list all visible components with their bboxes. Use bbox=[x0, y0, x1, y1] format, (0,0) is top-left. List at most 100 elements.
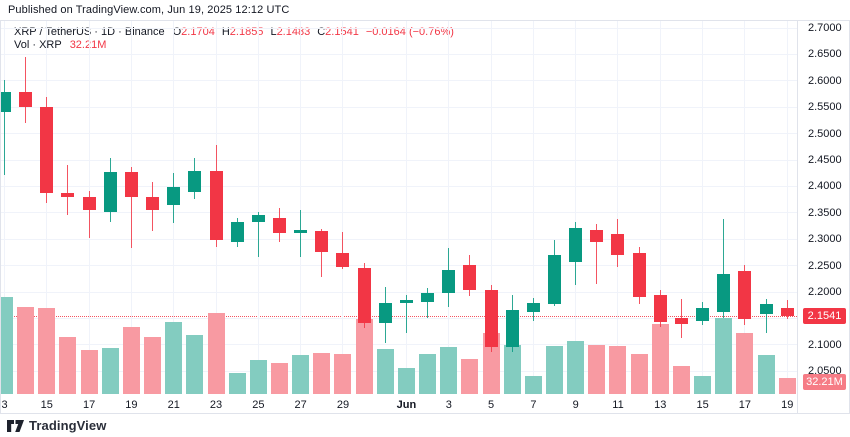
date-tick-label: 17 bbox=[82, 399, 96, 411]
volume-bar bbox=[715, 318, 733, 394]
time-gridline bbox=[491, 21, 492, 394]
price-axis[interactable]: 2.1541 32.21M 2.7000 2.6500 2.6000 2.5500 2.… bbox=[797, 21, 849, 413]
price-tick-label: 2.0500 bbox=[808, 365, 842, 378]
price-tick-label: 2.4500 bbox=[808, 154, 842, 166]
volume-bar bbox=[757, 355, 775, 394]
last-price-line bbox=[1, 316, 797, 318]
candle-wick bbox=[25, 56, 27, 124]
price-tick-label: 2.7000 bbox=[808, 22, 842, 34]
time-gridline bbox=[702, 21, 703, 394]
date-tick-label: 9 bbox=[572, 399, 579, 411]
volume-value: 32.21M bbox=[70, 39, 107, 51]
change-value: −0.0164 (−0.76%) bbox=[365, 26, 454, 38]
plot-area[interactable]: XRP / TetherUS · 1D · Binance O2.1704 H2… bbox=[1, 21, 797, 413]
volume-bar bbox=[419, 354, 437, 394]
price-tick-label: 2.2500 bbox=[808, 259, 842, 272]
volume-bar bbox=[376, 349, 394, 394]
candle-body bbox=[780, 307, 794, 317]
time-axis[interactable]: 3 15 17 19 21 23 25 27 29 Jun 3 5 7 9 11 13 15 17 19 bbox=[1, 394, 797, 413]
candle-body bbox=[505, 310, 519, 348]
candle-body bbox=[717, 273, 731, 313]
volume-bar bbox=[165, 322, 183, 394]
price-gridline bbox=[1, 186, 797, 187]
time-gridline bbox=[533, 21, 534, 394]
candle-body bbox=[738, 271, 752, 320]
volume-bar bbox=[292, 355, 310, 394]
candle-body bbox=[378, 302, 392, 324]
candle-wick bbox=[130, 167, 132, 249]
volume-bar bbox=[355, 319, 373, 394]
date-tick-label: 5 bbox=[488, 399, 495, 411]
price-tick-label: 2.4000 bbox=[808, 180, 842, 193]
tradingview-attribution[interactable]: TradingView bbox=[7, 418, 106, 433]
volume-bar bbox=[503, 345, 521, 394]
volume-badge: 32.21M bbox=[803, 374, 846, 390]
candle-body bbox=[1, 92, 11, 113]
time-gridline bbox=[575, 21, 576, 394]
candle-body bbox=[569, 227, 583, 263]
volume-bar bbox=[228, 373, 246, 394]
candle-body bbox=[442, 270, 456, 293]
candle-body bbox=[653, 295, 667, 323]
time-gridline bbox=[4, 21, 5, 394]
candle-body bbox=[357, 268, 371, 324]
candle-body bbox=[759, 304, 773, 315]
price-tick-label: 2.3500 bbox=[808, 206, 842, 219]
tradingview-logo-icon bbox=[7, 419, 24, 432]
volume-bar bbox=[461, 359, 479, 394]
candle-body bbox=[484, 290, 498, 348]
price-gridline bbox=[1, 28, 797, 29]
volume-bar bbox=[1, 297, 13, 394]
candle-body bbox=[19, 92, 33, 108]
volume-bar bbox=[651, 324, 669, 394]
price-tick-label: 2.5500 bbox=[808, 101, 842, 114]
time-gridline bbox=[46, 21, 47, 394]
price-gridline bbox=[1, 133, 797, 134]
volume-bar bbox=[609, 346, 627, 394]
candle-wick bbox=[596, 224, 598, 285]
candle-body bbox=[40, 107, 54, 194]
date-tick-label: 19 bbox=[125, 399, 138, 411]
ohlc-low: L2.1483 bbox=[270, 26, 311, 38]
candle-wick bbox=[427, 288, 429, 319]
volume-bar bbox=[17, 307, 35, 394]
price-gridline bbox=[1, 239, 797, 240]
candle-wick bbox=[765, 299, 767, 334]
date-tick-label: 17 bbox=[738, 399, 752, 411]
candle-body bbox=[103, 172, 117, 213]
candle-body bbox=[209, 170, 223, 241]
price-gridline bbox=[1, 344, 797, 345]
volume-bar bbox=[397, 368, 415, 394]
candle-body bbox=[294, 230, 308, 234]
candle-body bbox=[632, 253, 646, 298]
tradingview-wordmark: TradingView bbox=[29, 418, 107, 433]
candle-body bbox=[463, 265, 477, 291]
time-gridline bbox=[406, 21, 407, 394]
time-gridline bbox=[448, 21, 449, 394]
volume-bar bbox=[482, 333, 500, 394]
price-gridline bbox=[1, 265, 797, 266]
date-tick-label: 3 bbox=[445, 399, 452, 411]
candle-body bbox=[61, 193, 75, 198]
candle-wick bbox=[257, 212, 259, 258]
volume-study-label: Vol · XRP bbox=[14, 39, 62, 51]
volume-bar bbox=[38, 308, 56, 394]
price-tick-label: 2.2000 bbox=[808, 286, 842, 298]
volume-bar bbox=[101, 348, 119, 394]
candle-wick bbox=[4, 80, 5, 176]
price-tick-label: 2.6000 bbox=[808, 74, 842, 87]
volume-bar bbox=[80, 350, 98, 394]
volume-bar bbox=[524, 376, 542, 394]
volume-bar bbox=[313, 353, 331, 394]
volume-bar bbox=[59, 337, 77, 394]
candle-body bbox=[167, 187, 181, 206]
volume-bar bbox=[630, 354, 648, 394]
candle-body bbox=[124, 172, 138, 198]
volume-bar bbox=[546, 346, 564, 394]
price-tick-label: 2.5000 bbox=[808, 127, 842, 140]
date-tick-label: 3 bbox=[1, 399, 8, 411]
volume-bar bbox=[567, 341, 585, 394]
candle-body bbox=[146, 197, 160, 211]
time-gridline bbox=[660, 21, 661, 394]
time-gridline bbox=[744, 21, 745, 394]
